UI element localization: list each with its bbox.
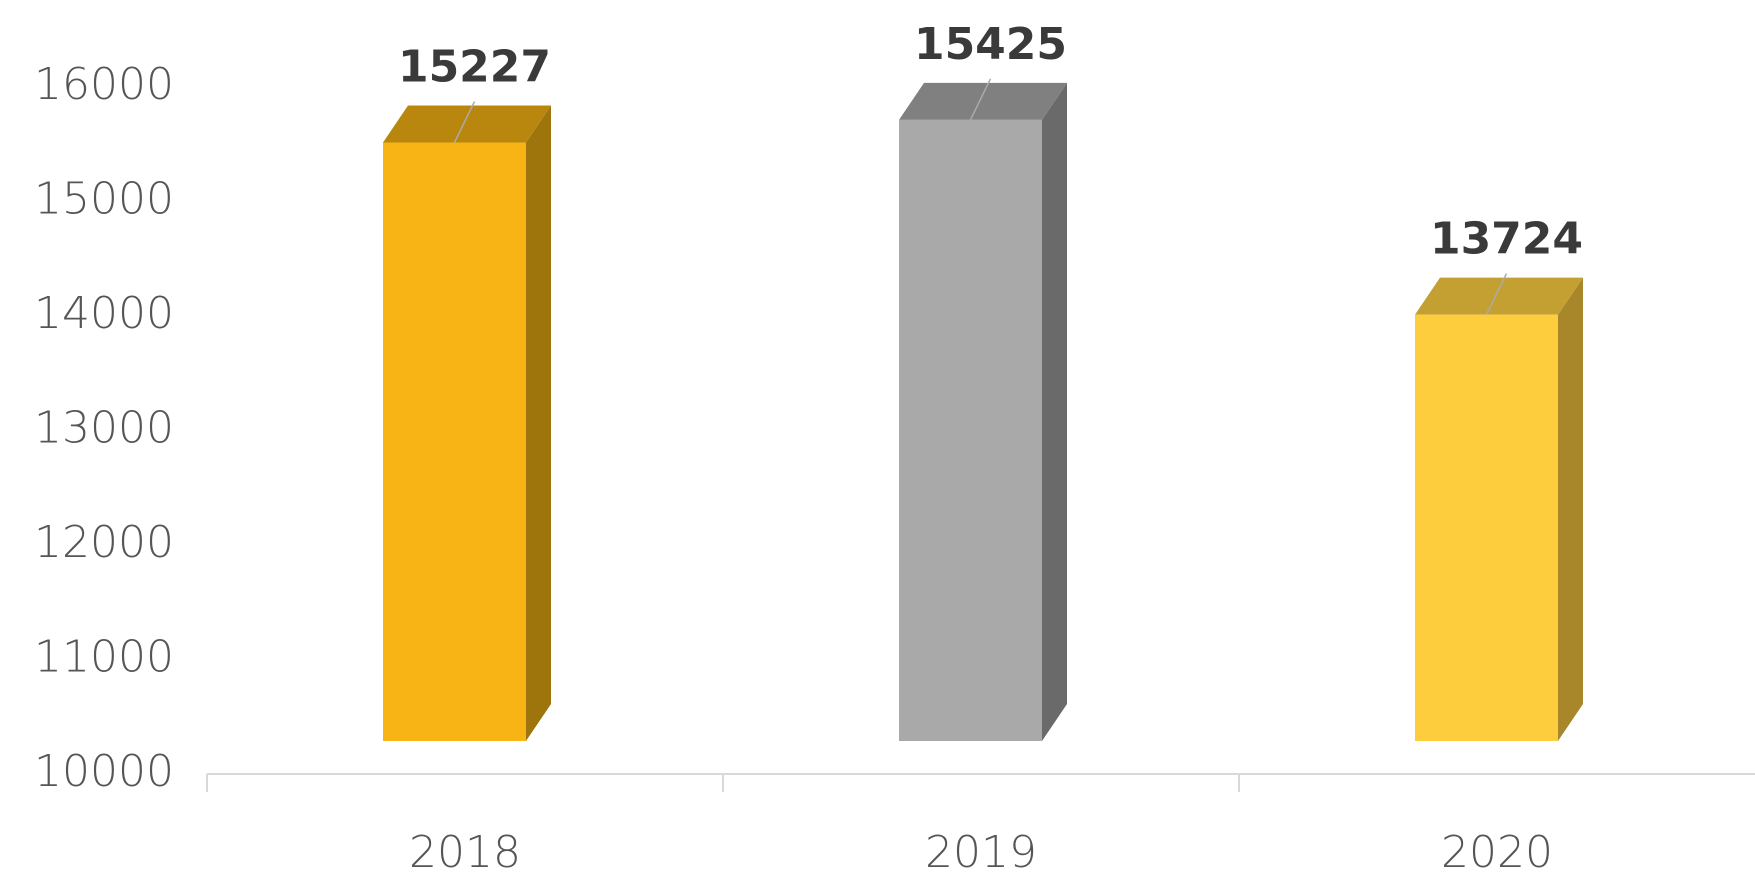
bar-top [383, 105, 551, 143]
y-tick-label: 14000 [34, 288, 174, 339]
x-tick-label: 2019 [925, 827, 1037, 878]
leader-line [969, 78, 992, 121]
x-tick-label: 2018 [409, 827, 521, 878]
y-tick-label: 15000 [34, 174, 174, 225]
bar-top [1415, 277, 1583, 315]
bar [383, 142, 526, 742]
bar [899, 119, 1042, 741]
leader-line [1485, 273, 1508, 315]
bar-top [899, 82, 1067, 120]
x-tick-label: 2020 [1441, 827, 1553, 878]
data-label: 15425 [914, 19, 1067, 70]
data-label: 13724 [1430, 214, 1583, 265]
bar-side [1042, 82, 1067, 741]
y-tick-label: 10000 [34, 746, 174, 797]
y-tick-label: 12000 [34, 517, 174, 568]
leader-line [453, 101, 476, 143]
y-tick-label: 13000 [34, 403, 174, 454]
data-label: 15227 [398, 42, 551, 93]
bar [1415, 314, 1558, 741]
y-tick-label: 11000 [34, 632, 174, 683]
y-tick-label: 16000 [34, 59, 174, 110]
bar-side [1558, 277, 1583, 741]
bar-side [526, 105, 551, 742]
